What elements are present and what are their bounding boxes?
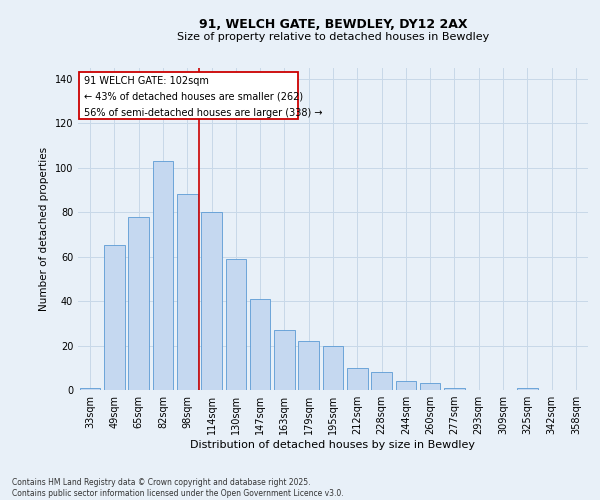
Text: 91 WELCH GATE: 102sqm: 91 WELCH GATE: 102sqm	[84, 76, 209, 86]
Bar	[128, 216, 149, 390]
Bar	[201, 212, 222, 390]
Bar	[80, 388, 100, 390]
Bar	[177, 194, 197, 390]
X-axis label: Distribution of detached houses by size in Bewdley: Distribution of detached houses by size …	[191, 440, 476, 450]
Bar	[226, 259, 246, 390]
Bar	[395, 381, 416, 390]
Text: Size of property relative to detached houses in Bewdley: Size of property relative to detached ho…	[177, 32, 489, 42]
Bar	[298, 341, 319, 390]
Bar	[347, 368, 368, 390]
Bar	[250, 299, 271, 390]
Bar	[152, 161, 173, 390]
Bar	[371, 372, 392, 390]
Text: 91, WELCH GATE, BEWDLEY, DY12 2AX: 91, WELCH GATE, BEWDLEY, DY12 2AX	[199, 18, 467, 30]
Text: 56% of semi-detached houses are larger (338) →: 56% of semi-detached houses are larger (…	[84, 108, 323, 118]
Text: Contains HM Land Registry data © Crown copyright and database right 2025.
Contai: Contains HM Land Registry data © Crown c…	[12, 478, 344, 498]
Bar	[517, 388, 538, 390]
Bar	[444, 388, 465, 390]
Y-axis label: Number of detached properties: Number of detached properties	[39, 146, 49, 311]
Bar	[274, 330, 295, 390]
Text: ← 43% of detached houses are smaller (262): ← 43% of detached houses are smaller (26…	[84, 92, 303, 102]
Bar	[420, 384, 440, 390]
Bar	[323, 346, 343, 390]
FancyBboxPatch shape	[79, 72, 298, 118]
Bar	[104, 246, 125, 390]
